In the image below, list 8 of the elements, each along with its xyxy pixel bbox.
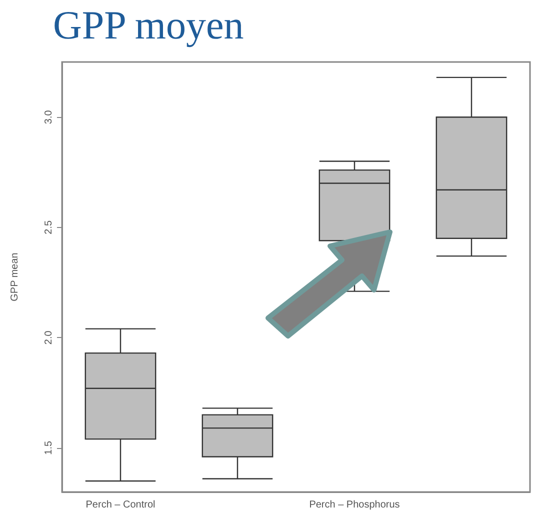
y-axis-title: GPP mean: [10, 252, 20, 302]
y-tick-label: 2.5: [44, 220, 54, 234]
y-tick-label: 2.0: [44, 330, 54, 345]
x-tick-label: Perch – Phosphorus: [309, 500, 400, 510]
y-tick-label: 1.5: [44, 440, 54, 455]
y-tick-label: 3.0: [44, 110, 54, 124]
x-tick-label: Perch – Control: [86, 500, 156, 510]
chart-title: GPP moyen: [53, 2, 244, 48]
